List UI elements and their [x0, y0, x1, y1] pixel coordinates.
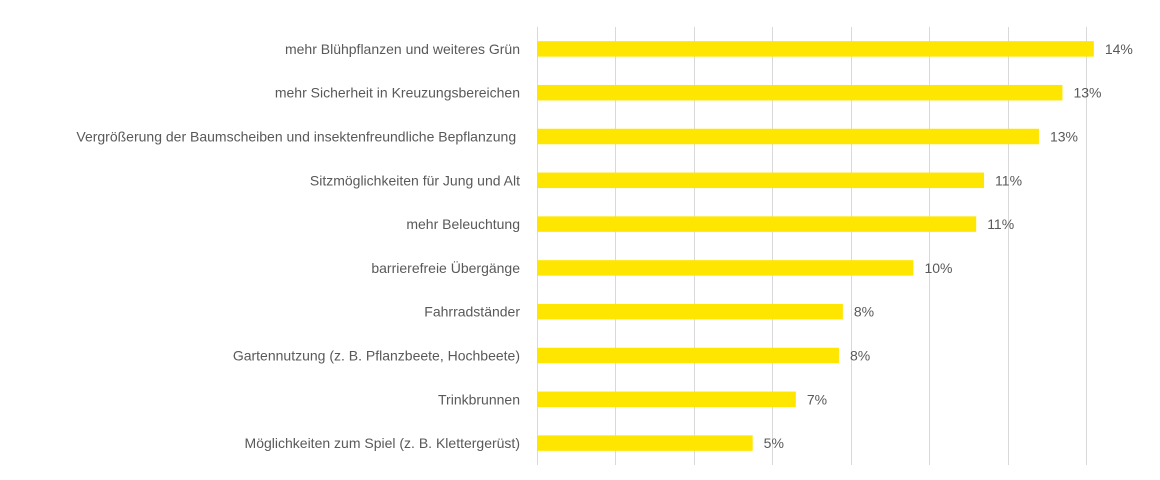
category-label: mehr Blühpflanzen und weiteres Grün [285, 41, 520, 57]
data-label: 7% [807, 391, 827, 407]
data-label: 8% [850, 348, 870, 364]
category-label: Möglichkeiten zum Spiel (z. B. Kletterge… [245, 435, 520, 451]
bar [537, 84, 1063, 101]
data-label: 13% [1073, 85, 1101, 101]
data-label: 11% [987, 216, 1014, 232]
category-label: Trinkbrunnen [438, 391, 520, 407]
bar [537, 128, 1039, 145]
bar [537, 435, 753, 451]
bar [537, 41, 1094, 57]
category-label: mehr Beleuchtung [406, 216, 520, 232]
bars [537, 41, 1094, 451]
category-labels: mehr Blühpflanzen und weiteres Grün mehr … [76, 41, 520, 451]
data-labels: 14% 13% 13% 11% 11% 10% 8% 8% 7% 5% [764, 41, 1133, 451]
bar [537, 347, 839, 364]
category-label: Gartennutzung (z. B. Pflanzbeete, Hochbe… [233, 348, 520, 364]
category-label: Vergrößerung der Baumscheiben und insekt… [76, 129, 520, 145]
data-label: 13% [1050, 129, 1078, 145]
category-label: barrierefreie Übergänge [371, 259, 520, 276]
data-label: 5% [764, 435, 784, 451]
data-label: 14% [1105, 41, 1133, 57]
category-label: mehr Sicherheit in Kreuzungsbereichen [275, 85, 520, 101]
bar [537, 303, 843, 320]
bar [537, 391, 796, 408]
data-label: 11% [995, 172, 1022, 188]
category-label: Fahrradständer [424, 304, 520, 320]
bar [537, 172, 985, 189]
data-label: 8% [854, 304, 874, 320]
bar [537, 260, 914, 276]
bar [537, 216, 977, 232]
data-label: 10% [924, 260, 952, 276]
category-label: Sitzmöglichkeiten für Jung und Alt [310, 172, 520, 188]
